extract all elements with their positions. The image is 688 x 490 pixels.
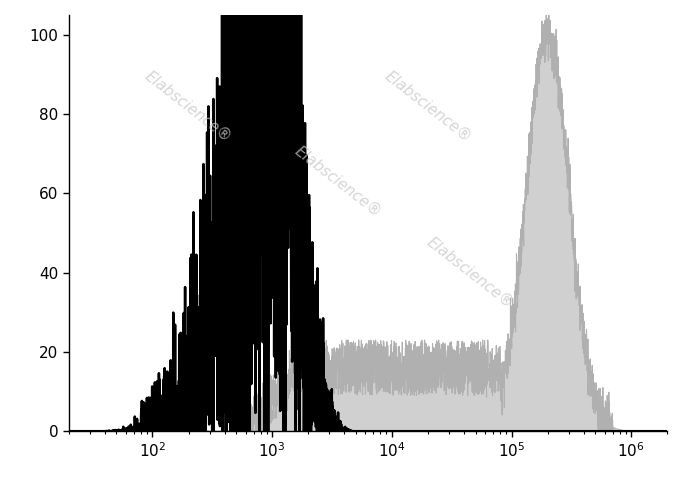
Text: Elabscience®: Elabscience®	[382, 68, 474, 145]
Text: Elabscience®: Elabscience®	[292, 143, 385, 220]
Text: Elabscience®: Elabscience®	[424, 235, 516, 311]
Text: Elabscience®: Elabscience®	[142, 68, 235, 145]
